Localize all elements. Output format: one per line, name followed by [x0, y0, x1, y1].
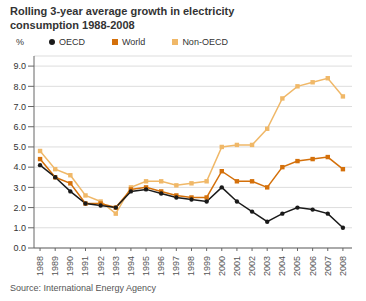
svg-text:5.0: 5.0 [13, 142, 26, 152]
svg-text:2006: 2006 [308, 256, 318, 276]
svg-text:4.0: 4.0 [13, 162, 26, 172]
svg-text:1988: 1988 [35, 256, 45, 276]
svg-text:0.0: 0.0 [13, 243, 26, 253]
svg-text:6.0: 6.0 [13, 122, 26, 132]
svg-text:2000: 2000 [217, 256, 227, 276]
svg-text:1994: 1994 [126, 256, 136, 276]
svg-text:1990: 1990 [65, 256, 75, 276]
html-text:World: World [122, 37, 146, 47]
svg-text:2004: 2004 [277, 256, 287, 276]
svg-text:1993: 1993 [111, 256, 121, 276]
svg-text:1989: 1989 [50, 256, 60, 276]
svg-text:2003: 2003 [262, 256, 272, 276]
svg-text:1997: 1997 [171, 256, 181, 276]
html-text:Non-OECD: Non-OECD [182, 37, 228, 47]
svg-text:1998: 1998 [186, 256, 196, 276]
html-text:consumption 1988-2008: consumption 1988-2008 [10, 19, 135, 31]
svg-text:1991: 1991 [80, 256, 90, 276]
html-text:Source: International Energy A: Source: International Energy Agency [10, 283, 157, 293]
svg-text:2007: 2007 [323, 256, 333, 276]
svg-text:2005: 2005 [292, 256, 302, 276]
svg-text:8.0: 8.0 [13, 82, 26, 92]
svg-text:2008: 2008 [338, 256, 348, 276]
svg-text:1999: 1999 [202, 256, 212, 276]
svg-text:1996: 1996 [156, 256, 166, 276]
svg-text:1.0: 1.0 [13, 223, 26, 233]
svg-text:2001: 2001 [232, 256, 242, 276]
svg-text:9.0: 9.0 [13, 61, 26, 71]
svg-text:3.0: 3.0 [13, 183, 26, 193]
svg-text:1992: 1992 [96, 256, 106, 276]
svg-text:1995: 1995 [141, 256, 151, 276]
svg-text:2002: 2002 [247, 256, 257, 276]
svg-text:7.0: 7.0 [13, 102, 26, 112]
html-text:OECD: OECD [59, 37, 85, 47]
svg-text:2.0: 2.0 [13, 203, 26, 213]
html-text:Rolling 3-year average growth: Rolling 3-year average growth in electri… [10, 5, 235, 17]
